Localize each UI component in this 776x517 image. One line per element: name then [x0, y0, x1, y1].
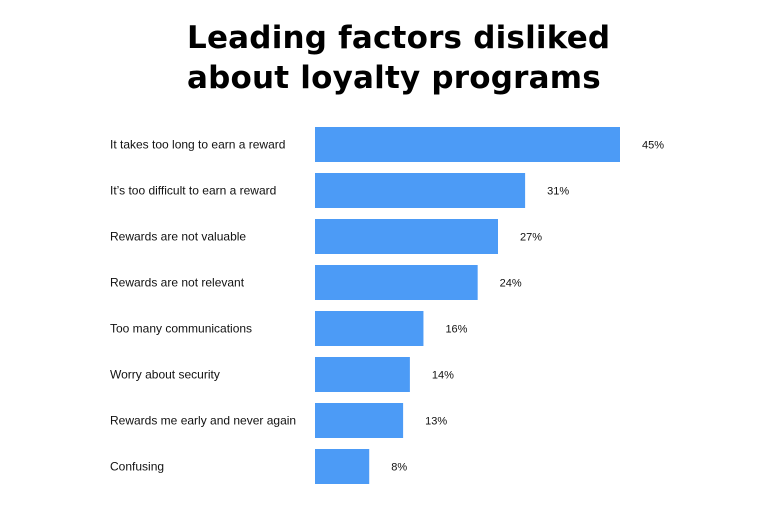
bar — [315, 173, 526, 208]
chart-title-line-2: about loyalty programs — [187, 60, 601, 96]
category-label: Too many communications — [110, 322, 252, 336]
value-label: 8% — [391, 462, 407, 474]
bar — [315, 403, 404, 438]
category-label: Worry about security — [110, 368, 220, 382]
value-label: 13% — [425, 416, 447, 428]
category-label: It’s too difficult to earn a reward — [110, 184, 276, 198]
bar — [315, 127, 620, 162]
bar — [315, 265, 478, 300]
value-label: 16% — [445, 324, 467, 336]
category-label: Confusing — [110, 460, 164, 474]
category-label: It takes too long to earn a reward — [110, 138, 285, 152]
value-label: 45% — [642, 140, 664, 152]
value-label: 24% — [500, 278, 522, 290]
chart-title: Leading factors disliked about loyalty p… — [187, 18, 647, 98]
value-label: 14% — [432, 370, 454, 382]
value-label: 27% — [520, 232, 542, 244]
chart-title-line-1: Leading factors disliked — [187, 20, 611, 56]
category-label: Rewards are not relevant — [110, 276, 245, 290]
category-label: Rewards are not valuable — [110, 230, 246, 244]
bar — [315, 449, 370, 484]
bar — [315, 311, 424, 346]
category-label: Rewards me early and never again — [110, 414, 296, 428]
bar — [315, 219, 498, 254]
bar — [315, 357, 410, 392]
value-label: 31% — [547, 186, 569, 198]
